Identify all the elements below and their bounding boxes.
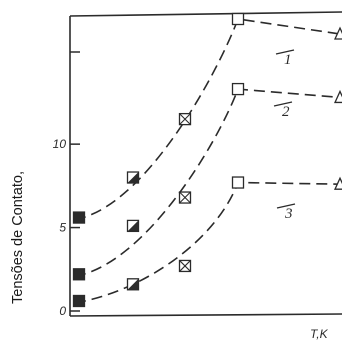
marker-s3-p3-cross-b (179, 260, 191, 272)
x-axis-label: T,K (310, 327, 329, 341)
y-ticks (70, 51, 80, 312)
y-axis-label: Tensões de Contato, (10, 171, 26, 304)
data-markers (72, 12, 342, 308)
curve-label-tick-1 (275, 49, 295, 55)
marker-s2-p5 (333, 89, 342, 104)
axes (69, 11, 342, 317)
y-tick-labels: 0 5 10 (53, 137, 67, 318)
marker-s1-p4 (231, 12, 245, 26)
marker-s3-p2-half (127, 278, 139, 290)
curve-label-3: 3 (284, 206, 293, 222)
marker-s1-p2-half (127, 172, 139, 184)
marker-s2-p2-half (127, 220, 139, 232)
marker-s1-p3-cross-b (179, 113, 191, 126)
curve-label-2: 2 (282, 104, 290, 120)
marker-s1-p1 (72, 211, 86, 224)
curve-label-tick-2 (273, 101, 293, 107)
series-curves (74, 18, 341, 304)
y-tick-label-10: 10 (53, 137, 67, 151)
marker-s2-p1 (72, 268, 86, 281)
marker-s2-p4 (231, 82, 245, 96)
series-line-1 (74, 18, 341, 221)
curve-label-1: 1 (284, 52, 292, 68)
curve-labels: 1 2 3 (282, 52, 293, 222)
series-line-2 (74, 88, 341, 278)
y-tick-label-0: 0 (59, 304, 66, 318)
curve-label-tick-3 (276, 203, 296, 209)
marker-s1-p5 (333, 26, 342, 40)
marker-s3-p1 (72, 294, 86, 308)
marker-s3-p5 (333, 176, 342, 190)
marker-s2-p3-cross-b (179, 191, 191, 204)
y-tick-label-5: 5 (59, 221, 66, 235)
x-axis-line (69, 313, 342, 317)
marker-s3-p4 (231, 176, 245, 189)
top-frame-line (69, 11, 342, 17)
